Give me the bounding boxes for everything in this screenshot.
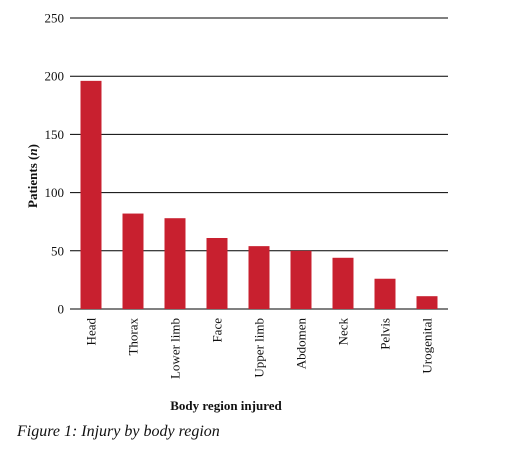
x-tick-label: Thorax bbox=[126, 318, 141, 356]
bar-abdomen bbox=[290, 250, 312, 309]
bar-head bbox=[80, 80, 102, 309]
y-tick-label: 150 bbox=[45, 127, 65, 142]
x-tick-label: Neck bbox=[336, 318, 351, 346]
bar-neck bbox=[332, 257, 354, 309]
bar-face bbox=[206, 237, 228, 309]
y-tick-label: 0 bbox=[58, 302, 65, 317]
bar-chart: 0 50 100 150 200 250 Head Thorax Lower limb Face… bbox=[25, 11, 448, 413]
bar-pelvis bbox=[374, 278, 396, 309]
x-tick-label: Upper limb bbox=[252, 318, 267, 378]
bars bbox=[80, 80, 438, 309]
x-tick-label: Head bbox=[84, 318, 99, 346]
x-tick-label: Pelvis bbox=[378, 318, 393, 350]
x-axis-title: Body region injured bbox=[170, 398, 282, 413]
y-tick-labels: 0 50 100 150 200 250 bbox=[45, 11, 65, 317]
x-tick-label: Lower limb bbox=[168, 318, 183, 379]
y-tick-label: 250 bbox=[45, 11, 65, 26]
y-tick-label: 100 bbox=[45, 185, 65, 200]
bar-upper-limb bbox=[248, 246, 270, 309]
figure-caption: Figure 1: Injury by body region bbox=[17, 423, 220, 440]
bar-lower-limb bbox=[164, 218, 186, 309]
y-axis-title: Patients (n) bbox=[25, 144, 40, 208]
x-tick-label: Face bbox=[210, 318, 225, 343]
x-tick-labels: Head Thorax Lower limb Face Upper limb Abdome… bbox=[84, 318, 435, 380]
x-tick-label: Urogenital bbox=[420, 318, 435, 374]
y-tick-label: 50 bbox=[51, 243, 64, 258]
bar-urogenital bbox=[416, 296, 438, 309]
bar-thorax bbox=[122, 213, 144, 309]
x-tick-label: Abdomen bbox=[294, 318, 309, 370]
y-tick-label: 200 bbox=[45, 69, 65, 84]
